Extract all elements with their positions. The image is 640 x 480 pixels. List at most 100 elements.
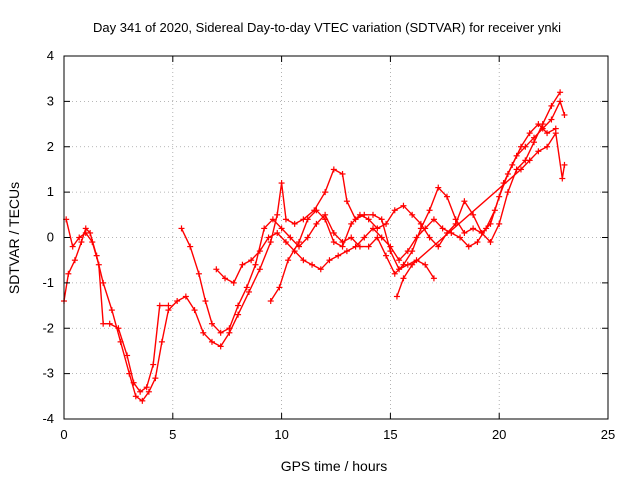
data-point <box>65 270 72 277</box>
data-point <box>313 207 320 214</box>
data-point <box>465 243 472 250</box>
data-point <box>517 166 524 173</box>
data-point <box>400 275 407 282</box>
data-point <box>365 216 372 223</box>
data-point <box>339 243 346 250</box>
x-tick-label: 15 <box>383 427 397 442</box>
data-point <box>330 166 337 173</box>
data-point <box>426 207 433 214</box>
data-point <box>330 229 337 236</box>
data-point <box>474 239 481 246</box>
data-point <box>156 302 163 309</box>
series-track-4 <box>213 121 559 286</box>
data-point <box>396 257 403 264</box>
data-point <box>409 261 416 268</box>
data-point <box>100 279 107 286</box>
data-point <box>378 216 385 223</box>
data-point <box>348 220 355 227</box>
y-tick-label: 1 <box>47 184 54 199</box>
data-point <box>195 270 202 277</box>
data-point <box>422 225 429 232</box>
data-point <box>78 239 85 246</box>
data-point <box>256 248 263 255</box>
data-point <box>400 202 407 209</box>
data-point <box>274 211 281 218</box>
data-point <box>526 130 533 137</box>
data-point <box>557 98 564 105</box>
data-point <box>282 239 289 246</box>
data-point <box>526 157 533 164</box>
y-tick-label: 4 <box>47 48 54 63</box>
data-point <box>130 379 137 386</box>
data-point <box>296 239 303 246</box>
data-point <box>82 229 89 236</box>
data-point <box>226 325 233 332</box>
data-point <box>235 302 242 309</box>
data-point <box>245 288 252 295</box>
data-point <box>282 216 289 223</box>
data-point <box>491 207 498 214</box>
data-point <box>457 234 464 241</box>
data-point <box>393 293 400 300</box>
data-point <box>300 257 307 264</box>
data-point <box>132 393 139 400</box>
y-axis-label: SDTVAR / TECUs <box>6 182 22 294</box>
data-point <box>287 234 294 241</box>
data-point <box>365 243 372 250</box>
series-line <box>270 91 561 302</box>
data-point <box>313 220 320 227</box>
data-point <box>217 343 224 350</box>
data-point <box>417 220 424 227</box>
data-point <box>487 239 494 246</box>
y-tick-label: 2 <box>47 139 54 154</box>
data-point <box>274 229 281 236</box>
y-tick-label: -2 <box>42 320 54 335</box>
data-point <box>330 239 337 246</box>
series-track-5 <box>63 216 172 395</box>
data-point <box>517 143 524 150</box>
data-point <box>322 189 329 196</box>
data-point <box>304 234 311 241</box>
data-point <box>304 216 311 223</box>
data-point <box>267 298 274 305</box>
series-track-6 <box>393 130 568 300</box>
data-point <box>548 102 555 109</box>
y-tick-label: -3 <box>42 366 54 381</box>
x-tick-label: 25 <box>601 427 615 442</box>
ticks: 0 5 10 15 20 25 -4 -3 -2 -1 0 1 2 3 4 <box>42 48 615 442</box>
data-point <box>174 298 181 305</box>
data-point <box>106 320 113 327</box>
data-point <box>252 261 259 268</box>
data-point <box>158 338 165 345</box>
data-point <box>265 234 272 241</box>
data-point <box>291 220 298 227</box>
data-point <box>213 266 220 273</box>
data-point <box>557 89 564 96</box>
chart-title: Day 341 of 2020, Sidereal Day-to-day VTE… <box>93 20 561 35</box>
data-point <box>208 338 215 345</box>
data-point <box>413 234 420 241</box>
data-point <box>326 257 333 264</box>
data-point <box>202 298 209 305</box>
data-point <box>435 243 442 250</box>
data-point <box>391 207 398 214</box>
data-point <box>178 225 185 232</box>
data-point <box>461 229 468 236</box>
data-point <box>435 184 442 191</box>
data-point <box>89 239 96 246</box>
data-point <box>261 225 268 232</box>
data-point <box>483 225 490 232</box>
series-line <box>215 123 557 284</box>
data-point <box>535 121 542 128</box>
data-point <box>239 261 246 268</box>
data-point <box>387 243 394 250</box>
data-point <box>430 216 437 223</box>
data-point <box>187 243 194 250</box>
data-point <box>561 111 568 118</box>
data-point <box>391 270 398 277</box>
data-point <box>404 248 411 255</box>
data-point <box>531 139 538 146</box>
series-group <box>61 89 568 404</box>
data-point <box>470 211 477 218</box>
